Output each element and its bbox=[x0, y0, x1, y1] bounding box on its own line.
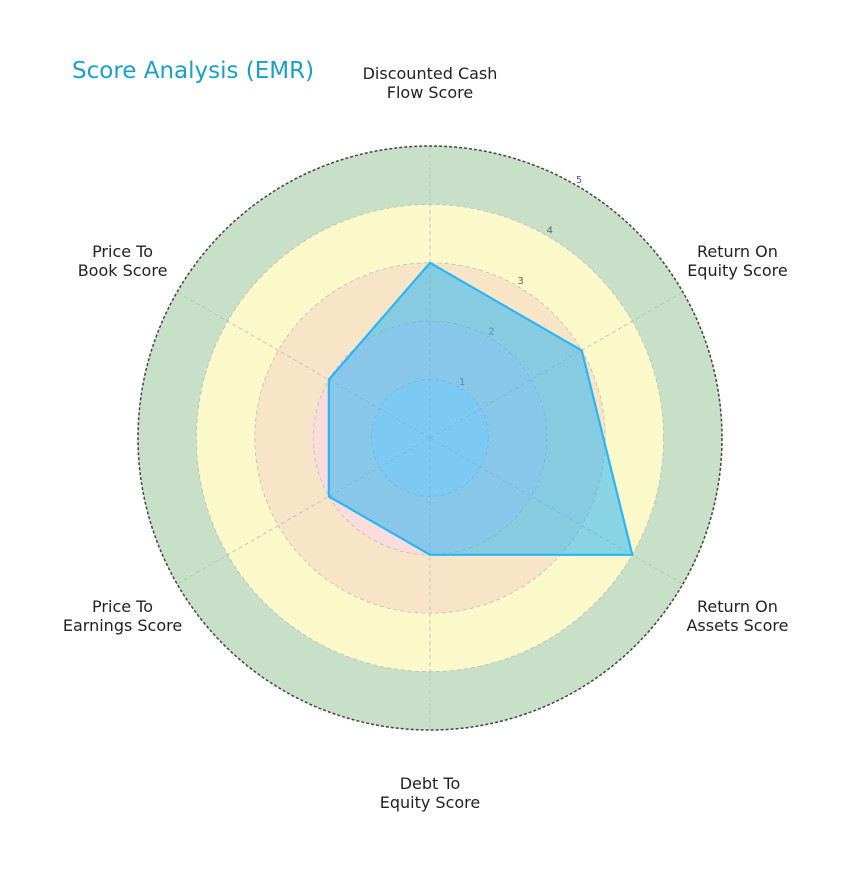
category-label: Discounted Cash Flow Score bbox=[362, 64, 498, 102]
r-tick-label: 3 bbox=[517, 276, 523, 287]
category-label: Return On Assets Score bbox=[686, 596, 789, 635]
category-label: Price To Book Score bbox=[77, 241, 168, 280]
r-tick-label: 4 bbox=[547, 226, 553, 237]
r-tick-label: 5 bbox=[576, 175, 582, 186]
grid-circle bbox=[137, 145, 723, 731]
category-label: Debt To Equity Score bbox=[379, 774, 481, 812]
series-area bbox=[327, 261, 634, 556]
category-label: Price To Earnings Score bbox=[62, 596, 183, 635]
chart-title: Score Analysis (EMR) bbox=[72, 58, 315, 84]
category-label: Return On Equity Score bbox=[687, 241, 788, 280]
